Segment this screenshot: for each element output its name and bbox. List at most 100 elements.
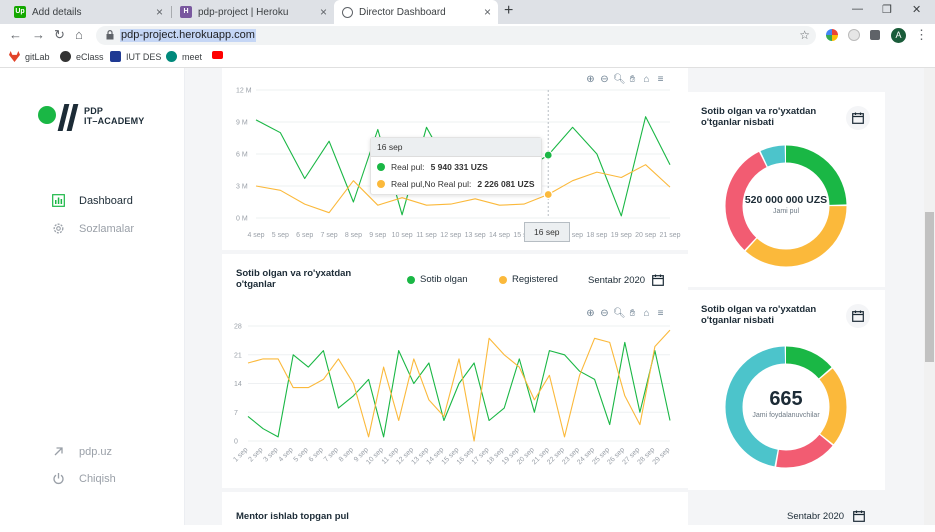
bookmark-gitlab[interactable]: gitLab: [9, 51, 50, 62]
tab-director-dashboard[interactable]: Director Dashboard ×: [334, 0, 498, 24]
bookmark-eclass[interactable]: eClass: [60, 51, 104, 62]
y-tick-label: 6 M: [236, 152, 248, 159]
donut-total-label: Jami foydalanuvchilar: [752, 412, 820, 419]
bookmark-meet[interactable]: meet: [166, 51, 202, 62]
sidebar-item-dashboard[interactable]: Dashboard: [52, 194, 133, 207]
reset-home-icon[interactable]: ⌂: [643, 308, 650, 319]
card-mentor-chart: Mentor ishlab topgan pul: [222, 492, 688, 532]
globe-icon: [342, 6, 353, 18]
logo-text-line2: IT–ACADEMY: [84, 116, 145, 126]
url-text[interactable]: pdp-project.herokuapp.com: [120, 29, 256, 42]
chart-toolbar: ⊕ ⊖ 🔍︎ ✋︎ ⌂ ≡: [585, 308, 666, 319]
calendar-icon: [852, 310, 864, 322]
sidebar-logout[interactable]: Chiqish: [52, 472, 116, 485]
tooltip-row: Real pul: 5 940 331 UZS: [371, 157, 541, 177]
bookmark-label: gitLab: [25, 51, 50, 62]
gear-icon: [53, 223, 64, 234]
y-tick-label: 0: [234, 439, 238, 446]
period-selector[interactable]: Sentabr 2020: [588, 274, 664, 286]
chart-tooltip: 16 sep Real pul: 5 940 331 UZS Real pul,…: [370, 137, 542, 195]
x-tick-label: 1 sep: [232, 446, 249, 463]
close-icon[interactable]: ×: [155, 5, 163, 19]
extension-face-icon[interactable]: [848, 29, 860, 41]
donut-slice-1: [725, 346, 847, 468]
window-close-button[interactable]: ✕: [912, 4, 922, 16]
zoom-in-icon[interactable]: ⊕: [586, 74, 595, 85]
bookmark-youtube[interactable]: [212, 51, 228, 59]
extension-color-icon[interactable]: [826, 29, 838, 41]
bookmark-label: meet: [182, 51, 203, 62]
bookmark-star-icon[interactable]: ☆: [799, 28, 810, 42]
zoom-out-icon[interactable]: ⊖: [600, 308, 609, 319]
chart-menu-icon[interactable]: ≡: [657, 308, 664, 319]
x-tick-label: 6 sep: [296, 232, 313, 239]
extensions-puzzle-icon[interactable]: [870, 30, 880, 40]
bookmark-label: IUT DES: [126, 51, 162, 62]
x-tick-label: 18 sep: [586, 232, 607, 239]
pan-hand-icon[interactable]: ✋︎: [629, 308, 636, 319]
donut-chart-users[interactable]: 665 Jami foydalanuvchilar: [688, 290, 885, 490]
tooltip-row: Real pul,No Real pul: 2 226 081 UZS: [371, 177, 541, 194]
sidebar-item-label: Sozlamalar: [79, 222, 135, 235]
page-scrollbar[interactable]: [924, 68, 935, 525]
bookmark-iut-des[interactable]: IUT DES: [110, 51, 161, 62]
sidebar-link-pdp-uz[interactable]: pdp.uz: [52, 445, 112, 458]
tab-add-details[interactable]: Up Add details ×: [6, 0, 170, 24]
tab-heroku[interactable]: H pdp-project | Heroku ×: [172, 0, 334, 24]
card-donut-users: Sotib olgan va ro'yxatdan o'tganlar nisb…: [688, 290, 885, 490]
x-tick-label: 8 sep: [338, 446, 355, 463]
donut-chart-money[interactable]: 520 000 000 UZS Jami pul: [688, 92, 885, 287]
eclass-icon: [60, 51, 71, 62]
minimize-button[interactable]: —: [852, 3, 863, 15]
x-tick-label: 19 sep: [611, 232, 632, 239]
donut-slice-2: [725, 346, 847, 468]
zoom-out-icon[interactable]: ⊖: [600, 74, 609, 85]
pdp-logo[interactable]: PDP IT–ACADEMY: [38, 102, 158, 132]
legend-item-sotib-olgan[interactable]: Sotib olgan: [407, 274, 468, 285]
chart-menu-icon[interactable]: ≡: [657, 74, 664, 85]
iut-icon: [110, 51, 121, 62]
sidebar: PDP IT–ACADEMY Dashboard Sozlamalar pdp: [0, 68, 185, 525]
zoom-in-icon[interactable]: ⊕: [586, 308, 595, 319]
x-tick-label: 7 sep: [320, 232, 337, 239]
bookmarks-bar: gitLab eClass IUT DES meet: [0, 47, 935, 68]
new-tab-button[interactable]: +: [504, 2, 514, 19]
calendar-button[interactable]: [846, 106, 870, 130]
url-bar[interactable]: pdp-project.herokuapp.com ☆: [96, 26, 816, 45]
calendar-icon: [852, 112, 864, 124]
calendar-icon[interactable]: [853, 510, 865, 522]
period-selector[interactable]: Sentabr 2020: [787, 510, 865, 522]
browser-menu-icon[interactable]: ⋮: [915, 27, 928, 42]
reset-home-icon[interactable]: ⌂: [643, 74, 650, 85]
y-tick-label: 9 M: [236, 120, 248, 127]
close-icon[interactable]: ×: [483, 5, 491, 19]
search-zoom-icon[interactable]: 🔍︎: [613, 74, 626, 85]
logo-text-line1: PDP: [84, 106, 104, 116]
legend-dot-orange: [377, 180, 385, 188]
card-donut-money: Sotib olgan va ro'yxatdan o'tganlar nisb…: [688, 92, 885, 287]
sidebar-item-sozlamalar[interactable]: Sozlamalar: [52, 222, 134, 235]
forward-button[interactable]: →: [32, 27, 45, 42]
donut-slice-2: [725, 145, 847, 267]
x-tick-label: 9 sep: [369, 232, 386, 239]
series-line-primary: [247, 341, 671, 438]
home-button[interactable]: ⌂: [75, 27, 83, 42]
sidebar-item-label: pdp.uz: [79, 445, 113, 458]
profile-avatar[interactable]: A: [891, 28, 906, 43]
maximize-button[interactable]: ❐: [882, 4, 892, 16]
donut-total-value: 520 000 000 UZS: [745, 194, 827, 206]
close-icon[interactable]: ×: [319, 5, 327, 19]
bookmark-label: eClass: [76, 51, 104, 62]
legend-item-registered[interactable]: Registered: [499, 274, 558, 285]
reload-button[interactable]: ↻: [54, 27, 65, 42]
calendar-button[interactable]: [846, 304, 870, 328]
highlight-point: [543, 150, 553, 160]
chart-bar-icon: [52, 194, 65, 207]
back-button[interactable]: ←: [9, 27, 22, 42]
search-zoom-icon[interactable]: 🔍︎: [613, 308, 626, 319]
x-tick-label: 17 sep: [562, 232, 583, 239]
calendar-icon[interactable]: [652, 274, 664, 286]
scrollbar-thumb[interactable]: [925, 212, 934, 362]
pan-hand-icon[interactable]: ✋︎: [629, 74, 636, 85]
